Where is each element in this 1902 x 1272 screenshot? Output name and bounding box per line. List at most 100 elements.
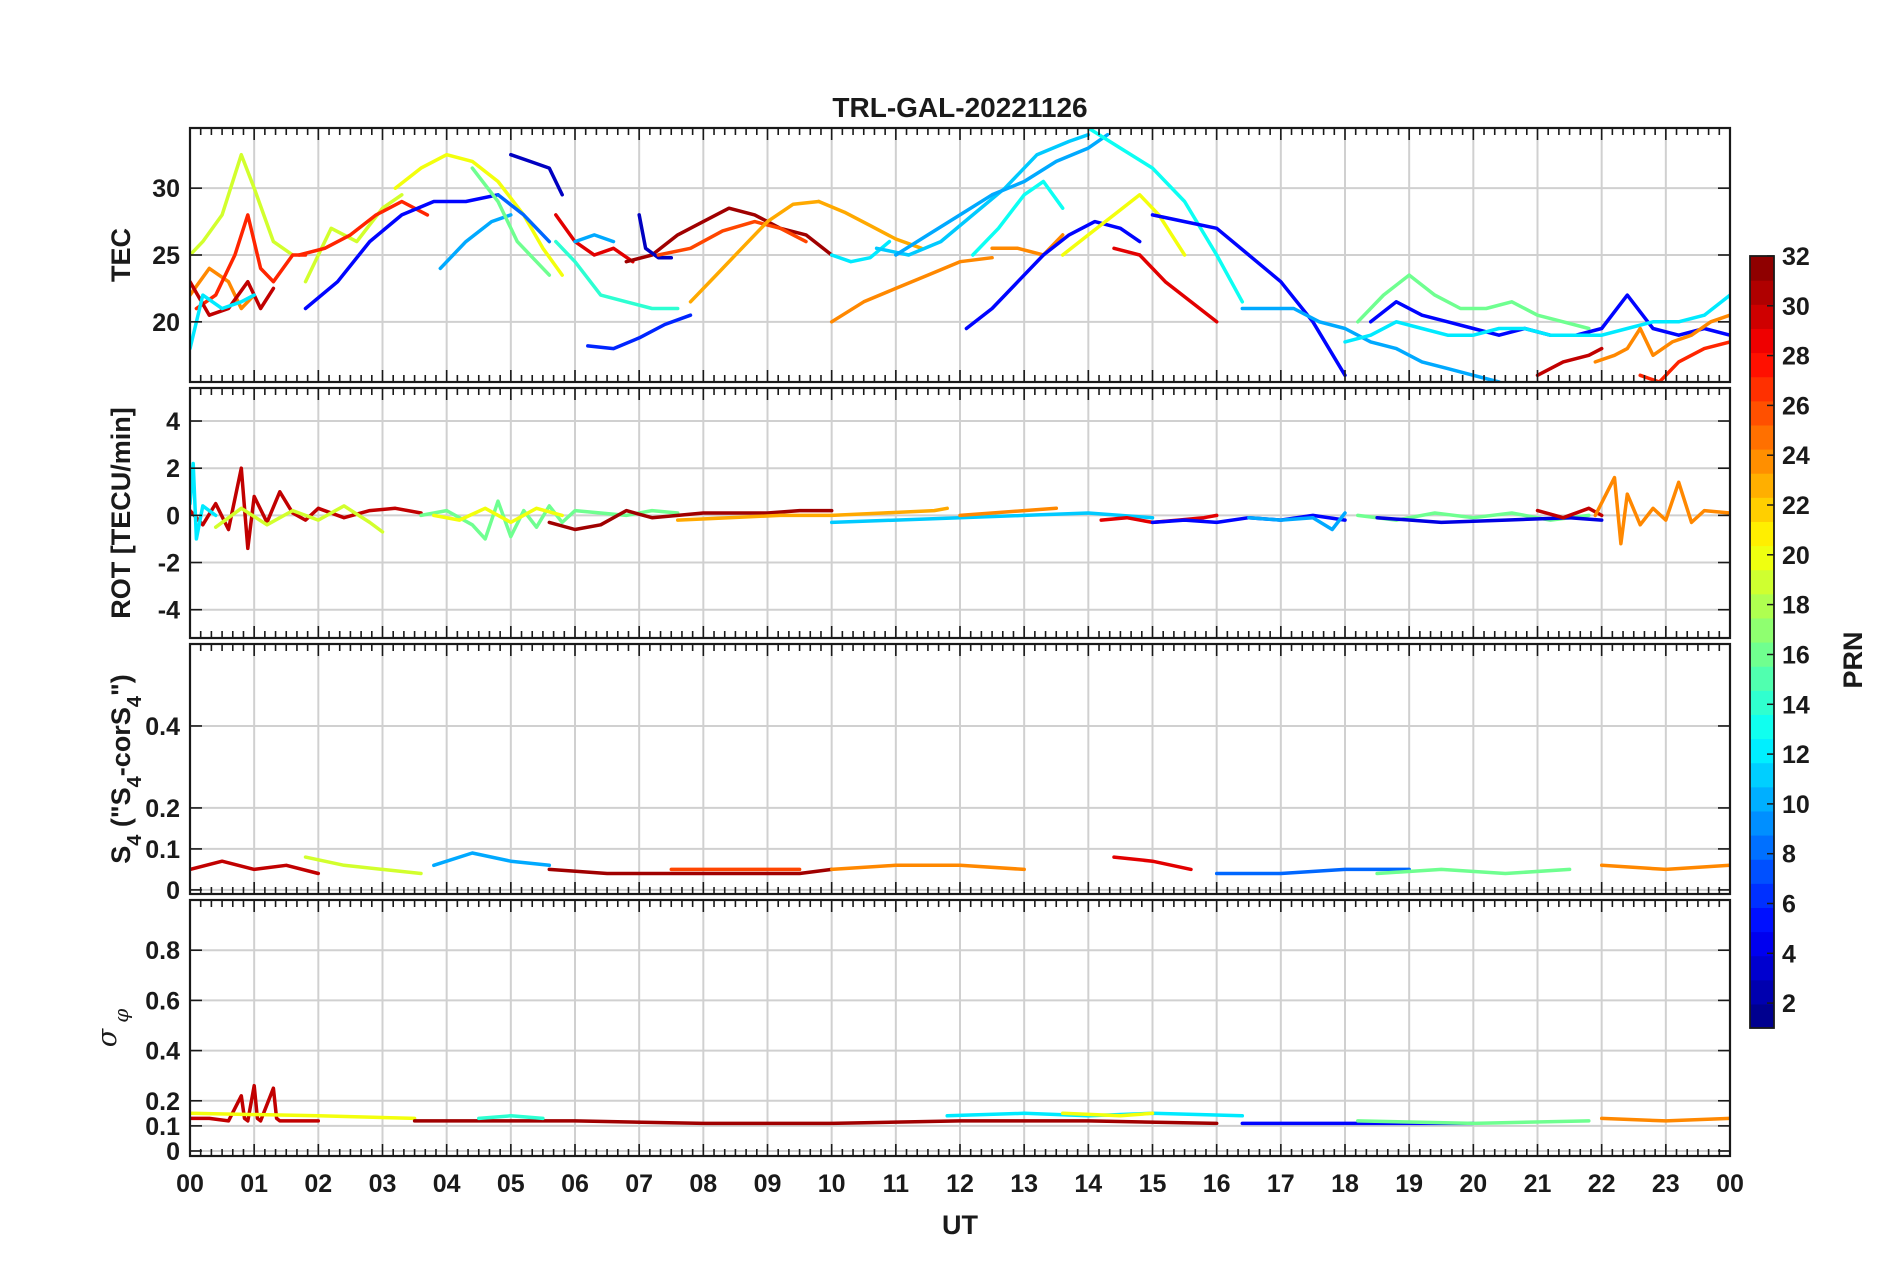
series-line-prn-10 <box>438 213 513 271</box>
chart-title: TRL-GAL-20221126 <box>832 92 1087 123</box>
series-line-prn-12 <box>190 461 218 541</box>
x-tick-label: 03 <box>369 1170 397 1198</box>
colorbar-tick-label: 22 <box>1782 492 1810 520</box>
series-line-prn-10 <box>573 233 616 244</box>
series-group <box>190 461 1730 551</box>
colorbar-tick-label: 30 <box>1782 293 1810 321</box>
colorbar-segment <box>1750 280 1774 305</box>
series-line-prn-24 <box>1599 1116 1730 1123</box>
colorbar-segment <box>1750 424 1774 450</box>
x-tick-label: 02 <box>304 1170 332 1198</box>
series-line-prn-19 <box>303 855 423 876</box>
series-line-prn-31 <box>624 206 834 264</box>
y-tick-label: 4 <box>166 408 180 436</box>
series-line-prn-24 <box>829 255 994 324</box>
colorbar-segment <box>1750 569 1774 595</box>
y-tick-label: 25 <box>152 242 180 270</box>
series-line-prn-30 <box>190 279 276 317</box>
series-line-prn-20 <box>190 1111 417 1121</box>
colorbar-segment <box>1750 714 1774 740</box>
axes-frame <box>188 386 1732 640</box>
series-line-prn-12 <box>1343 293 1730 344</box>
panel-4: 00.10.2 0.4 0.6 0.8 σφ <box>92 898 1732 1166</box>
y-tick-label: 0.4 <box>145 1038 180 1066</box>
series-line-prn-23 <box>675 506 949 522</box>
colorbar-segment <box>1750 786 1774 812</box>
colorbar-segment <box>1750 810 1774 836</box>
colorbar-segment <box>1750 859 1774 884</box>
series-line-prn-10 <box>894 132 1110 257</box>
series-line-prn-27 <box>1638 340 1730 382</box>
x-tick-label: 22 <box>1588 1170 1616 1198</box>
axis-ticks <box>189 644 1731 894</box>
colorbar-segment <box>1750 955 1774 981</box>
series-line-prn-16 <box>1356 273 1591 331</box>
series-line-prn-24 <box>958 506 1059 518</box>
colorbar-tick-label: 14 <box>1782 691 1810 719</box>
x-tick-label: 18 <box>1331 1170 1359 1198</box>
y-tick-label: 0 <box>166 502 180 530</box>
colorbar-segment <box>1750 931 1774 957</box>
x-tick-label: 17 <box>1267 1170 1295 1198</box>
series-line-prn-20 <box>1060 193 1187 257</box>
colorbar-segment <box>1750 979 1774 1005</box>
x-tick-label: 00 <box>1716 1170 1744 1198</box>
colorbar-tick-label: 10 <box>1782 791 1810 819</box>
y-tick-label: -2 <box>158 550 180 578</box>
axis-ticks <box>189 128 1731 382</box>
series-line-prn-16 <box>1356 1119 1591 1126</box>
colorbar-segment <box>1750 835 1774 860</box>
series-line-prn-23 <box>817 199 924 251</box>
colorbar-tick-label: 16 <box>1782 642 1810 670</box>
y-tick-label: 0 <box>166 1138 180 1166</box>
series-line-prn-11 <box>829 511 1155 525</box>
axis-ticks <box>189 900 1731 1156</box>
grid <box>190 644 1730 894</box>
colorbar-segment <box>1750 328 1774 354</box>
axes-frame <box>188 898 1732 1158</box>
colorbar-segment <box>1750 352 1774 378</box>
colorbar-tick-label: 18 <box>1782 592 1810 620</box>
series-line-prn-29 <box>554 213 635 264</box>
series-line-prn-19 <box>303 193 404 284</box>
series-group <box>190 851 1730 876</box>
series-line-prn-14 <box>477 1114 545 1121</box>
colorbar-segment <box>1750 883 1774 908</box>
colorbar-segment <box>1750 738 1774 764</box>
series-line-prn-20 <box>1060 1111 1155 1118</box>
series-line-prn-29 <box>1112 246 1219 324</box>
series-line-prn-12 <box>190 293 256 351</box>
x-tick-label: 05 <box>497 1170 525 1198</box>
series-line-prn-4 <box>1375 515 1604 525</box>
colorbar-tick-label: 32 <box>1782 243 1810 271</box>
y-tick-label: 30 <box>152 175 180 203</box>
series-line-prn-20 <box>432 506 564 525</box>
x-tick-label: 21 <box>1524 1170 1552 1198</box>
x-tick-labels: 00 01 02 03 04 05 06 07 08 09 10 11 12 13 14 15 16 17 18 19… <box>176 1170 1744 1198</box>
panel-3: 0 0.1 0.2 0.4S4 ("S4-corS4") <box>106 642 1732 905</box>
series-line-prn-6 <box>586 313 693 351</box>
x-tick-label: 14 <box>1074 1170 1102 1198</box>
x-tick-label: 12 <box>946 1170 974 1198</box>
panel-1: 20 25 30 TEC <box>106 126 1732 384</box>
colorbar-segment <box>1750 376 1774 402</box>
series-line-prn-3 <box>637 213 674 260</box>
x-tick-label: 19 <box>1395 1170 1423 1198</box>
x-tick-label: 09 <box>754 1170 782 1198</box>
y-axis-label: σφ <box>92 1009 133 1047</box>
series-line-prn-16 <box>470 166 552 277</box>
y-tick-label: 0.1 <box>145 836 180 864</box>
colorbar-segment <box>1750 762 1774 788</box>
series-group <box>190 1083 1730 1126</box>
series-line-prn-3 <box>509 152 564 197</box>
y-tick-label: 0.6 <box>145 987 180 1015</box>
panel-2: -4 -2 0 2 4 ROT [TECU/min] <box>106 386 1732 640</box>
colorbar-segment <box>1750 617 1774 643</box>
series-line-prn-24 <box>1593 475 1730 546</box>
series-line-prn-24 <box>990 233 1065 257</box>
x-tick-label: 10 <box>818 1170 846 1198</box>
x-tick-label: 08 <box>689 1170 717 1198</box>
y-tick-label: 0.4 <box>145 713 180 741</box>
series-line-prn-10 <box>1240 306 1501 382</box>
